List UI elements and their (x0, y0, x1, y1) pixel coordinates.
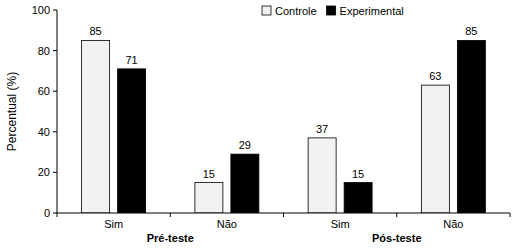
data-label: 37 (316, 123, 328, 135)
data-labels: 85 15 37 63 71 29 15 85 (90, 25, 478, 179)
legend-swatch (327, 6, 336, 15)
x-tick-label: Sim (331, 218, 350, 230)
x-tick-label: Não (443, 218, 463, 230)
category-group-label: Pré-teste (147, 232, 194, 244)
legend-label: Experimental (340, 5, 404, 17)
y-tick (53, 172, 57, 173)
y-tick-label: 40 (38, 126, 50, 138)
data-label: 63 (429, 70, 441, 82)
x-tick (283, 213, 284, 217)
y-tick (53, 10, 57, 11)
y-tick (53, 131, 57, 132)
y-tick (53, 91, 57, 92)
data-label: 29 (239, 139, 251, 151)
y-tick-label: 60 (38, 85, 50, 97)
y-tick-label: 0 (44, 207, 50, 219)
x-tick (510, 213, 511, 217)
chart: 85 15 37 63 71 29 15 85 0 20 40 60 80 100 Sim Não Sim Não… (0, 0, 520, 250)
data-label: 71 (126, 54, 138, 66)
x-tick (57, 213, 58, 217)
bar (344, 183, 372, 213)
bars (82, 40, 486, 213)
bar (457, 40, 485, 213)
y-tick-label: 80 (38, 45, 50, 57)
y-tick (53, 50, 57, 51)
y-tick-label: 20 (38, 166, 50, 178)
legend: Controle Experimental (262, 5, 404, 17)
x-tick (170, 213, 171, 217)
bar (118, 69, 146, 213)
legend-label: Controle (275, 5, 317, 17)
y-axis-label: Percentual (%) (5, 72, 19, 151)
data-label: 15 (352, 168, 364, 180)
x-tick-label: Não (217, 218, 237, 230)
category-group-label: Pós-teste (372, 232, 422, 244)
bar (308, 138, 336, 213)
legend-swatch (262, 6, 271, 15)
x-tick-label: Sim (104, 218, 123, 230)
chart-container: 85 15 37 63 71 29 15 85 0 20 40 60 80 100 Sim Não Sim Não… (0, 0, 520, 250)
bar (82, 40, 110, 213)
y-tick (53, 213, 57, 214)
data-label: 15 (203, 168, 215, 180)
bar (195, 183, 223, 213)
bar (231, 154, 259, 213)
data-label: 85 (465, 25, 477, 37)
bar (421, 85, 449, 213)
data-label: 85 (90, 25, 102, 37)
y-axis-line (57, 10, 58, 213)
x-tick (396, 213, 397, 217)
y-tick-label: 100 (32, 4, 50, 16)
